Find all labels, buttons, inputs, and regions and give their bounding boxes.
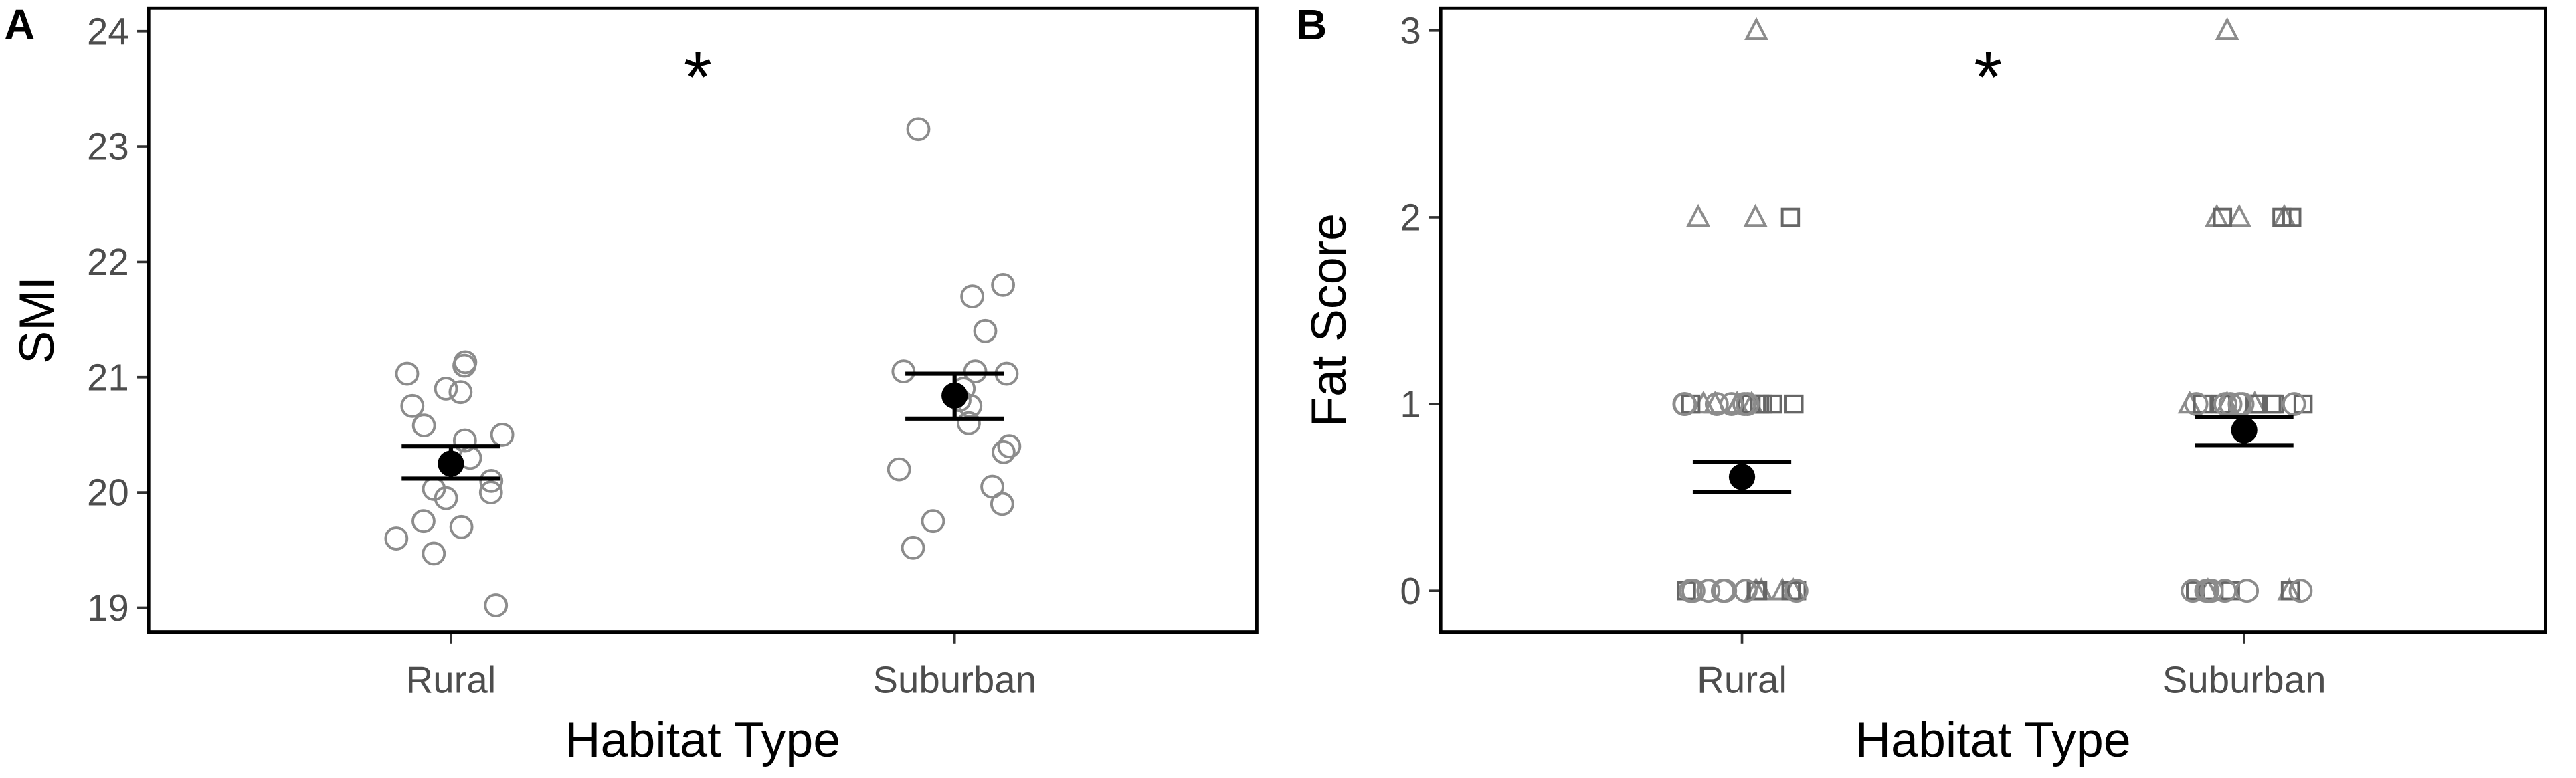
data-point xyxy=(448,380,473,405)
data-point xyxy=(411,413,436,438)
data-point xyxy=(1784,394,1804,414)
data-point xyxy=(1710,579,1735,603)
data-point xyxy=(2235,579,2260,603)
y-tick-label: 22 xyxy=(87,241,129,283)
data-point xyxy=(1784,579,1809,603)
panel-label: B xyxy=(1296,1,1327,49)
data-point xyxy=(1696,579,1721,603)
data-point xyxy=(2245,394,2265,414)
data-point xyxy=(1743,203,1768,227)
data-point xyxy=(2227,203,2251,227)
y-tick-label: 24 xyxy=(87,10,129,52)
data-point xyxy=(452,353,476,378)
y-tick-label: 2 xyxy=(1400,197,1420,239)
data-point xyxy=(490,423,515,447)
data-point xyxy=(2213,207,2233,227)
mean-point xyxy=(1728,464,1756,490)
data-point xyxy=(400,393,425,418)
data-point xyxy=(395,361,420,386)
data-point xyxy=(973,318,998,343)
x-axis-title: Habitat Type xyxy=(565,712,840,767)
data-point xyxy=(2282,207,2302,227)
data-point xyxy=(452,428,477,453)
data-point xyxy=(921,509,945,534)
data-point xyxy=(434,486,458,510)
data-point xyxy=(1678,579,1703,603)
data-point xyxy=(2227,392,2252,416)
x-tick-label: Rural xyxy=(405,658,496,700)
data-point xyxy=(2184,392,2209,416)
data-point xyxy=(1734,579,1758,603)
significance-annotation: * xyxy=(684,36,712,117)
y-tick-label: 3 xyxy=(1400,9,1420,52)
data-point xyxy=(2293,394,2313,414)
data-point xyxy=(384,526,409,551)
data-point xyxy=(2195,579,2220,603)
data-point xyxy=(1744,17,1768,40)
y-tick-label: 23 xyxy=(87,126,129,168)
y-tick-label: 0 xyxy=(1400,570,1420,612)
mean-point xyxy=(438,450,464,477)
significance-annotation: * xyxy=(1974,36,2002,117)
y-tick-label: 19 xyxy=(87,587,129,629)
data-point xyxy=(960,284,985,309)
x-tick-label: Suburban xyxy=(2163,658,2326,700)
data-point xyxy=(887,457,911,482)
data-point xyxy=(1686,203,1711,227)
data-point xyxy=(2218,392,2243,416)
data-point xyxy=(2282,392,2306,416)
y-tick-label: 1 xyxy=(1400,383,1420,425)
y-tick-label: 21 xyxy=(87,356,129,398)
y-tick-label: 20 xyxy=(87,472,129,514)
data-point xyxy=(2272,207,2292,227)
y-axis-title: Fat Score xyxy=(1301,213,1356,427)
data-point xyxy=(1673,392,1697,416)
data-point xyxy=(2280,581,2300,601)
plot-frame xyxy=(1439,6,2547,634)
data-point xyxy=(956,411,981,435)
data-point xyxy=(449,514,474,539)
data-point xyxy=(479,468,504,493)
x-tick-label: Rural xyxy=(1697,658,1787,700)
data-point xyxy=(991,272,1015,297)
data-point xyxy=(411,509,436,534)
data-point xyxy=(434,377,458,401)
data-point xyxy=(478,480,503,505)
plot-frame xyxy=(147,6,1259,634)
data-point xyxy=(2215,17,2239,40)
data-point xyxy=(2181,579,2205,603)
panel-label: A xyxy=(4,1,35,49)
data-point xyxy=(1732,392,1756,416)
data-point xyxy=(891,359,916,384)
x-axis-title: Habitat Type xyxy=(1855,712,2131,767)
data-point xyxy=(1763,394,1782,414)
data-point xyxy=(484,593,509,617)
data-point xyxy=(1746,581,1766,601)
mean-point xyxy=(941,382,968,409)
data-point xyxy=(2288,579,2313,603)
data-point xyxy=(963,359,988,384)
data-point xyxy=(906,117,931,142)
data-point xyxy=(1780,207,1801,227)
y-axis-title: SMI xyxy=(9,276,64,364)
mean-point xyxy=(2231,417,2258,444)
data-point xyxy=(997,434,1022,459)
data-point xyxy=(1704,392,1729,416)
data-point xyxy=(990,492,1014,516)
data-point xyxy=(422,541,446,566)
data-point xyxy=(992,440,1016,464)
data-point xyxy=(901,535,925,560)
data-point xyxy=(1720,392,1744,416)
x-tick-label: Suburban xyxy=(872,658,1036,700)
